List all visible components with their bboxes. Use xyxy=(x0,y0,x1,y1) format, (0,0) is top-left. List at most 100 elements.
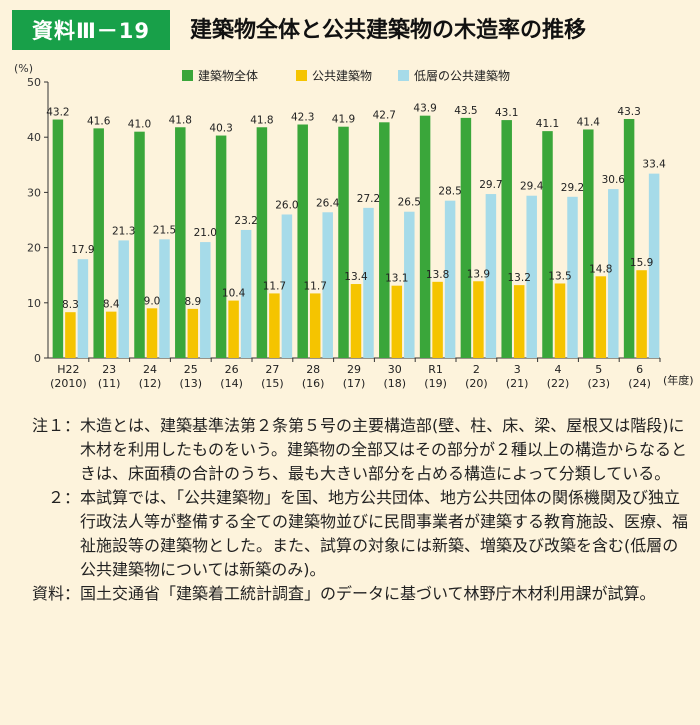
bar xyxy=(648,173,660,358)
data-label: 8.9 xyxy=(184,296,201,308)
x-tick-label: 24 xyxy=(143,363,157,376)
bar xyxy=(228,300,239,358)
bar xyxy=(542,131,553,358)
bar xyxy=(240,229,252,358)
bar xyxy=(105,311,117,358)
bar xyxy=(473,281,484,358)
data-label: 28.5 xyxy=(438,186,461,198)
bar xyxy=(93,128,104,358)
y-axis-unit: (%) xyxy=(14,62,33,75)
y-tick-label: 10 xyxy=(27,297,41,310)
data-label: 43.2 xyxy=(46,107,69,119)
x-tick-label: 3 xyxy=(514,363,521,376)
y-tick-label: 50 xyxy=(27,76,41,89)
bar xyxy=(485,194,497,358)
x-tick-label: 27 xyxy=(265,363,279,376)
x-tick-sublabel: (17) xyxy=(343,377,366,390)
bar xyxy=(636,270,647,358)
bar xyxy=(432,281,443,358)
bar xyxy=(379,122,390,359)
bar xyxy=(501,120,512,358)
note-text: 本試算では、「公共建築物」を国、地方公共団体、地方公共団体の関係機関及び独立行政… xyxy=(80,488,689,579)
data-label: 9.0 xyxy=(144,295,161,307)
bar xyxy=(419,115,431,358)
data-label: 41.8 xyxy=(250,114,273,126)
bar xyxy=(215,135,227,358)
data-label: 42.3 xyxy=(291,112,314,124)
bar xyxy=(554,283,566,358)
bar xyxy=(583,129,594,358)
data-label: 21.0 xyxy=(194,227,217,239)
data-label: 13.8 xyxy=(426,269,449,281)
data-label: 43.9 xyxy=(413,103,436,115)
legend-label: 低層の公共建築物 xyxy=(414,68,510,83)
bar xyxy=(567,196,578,358)
bar xyxy=(146,308,158,358)
data-label: 27.2 xyxy=(357,193,380,205)
data-label: 15.9 xyxy=(630,257,653,269)
data-label: 41.1 xyxy=(536,118,559,130)
x-tick-label: 23 xyxy=(102,363,116,376)
x-tick-label: 4 xyxy=(555,363,562,376)
data-label: 13.2 xyxy=(508,272,531,284)
data-label: 41.8 xyxy=(169,114,192,126)
data-label: 29.4 xyxy=(520,181,544,193)
bar xyxy=(338,126,349,358)
source-text: 国土交通省「建築着工統計調査」のデータに基づいて林野庁木材利用課が試算。 xyxy=(80,584,656,603)
bar xyxy=(52,119,64,358)
data-label: 41.9 xyxy=(332,114,355,126)
note-1: 注１： 木造とは、建築基準法第２条第５号の主要構造部(壁、柱、床、梁、屋根又は階… xyxy=(14,414,690,486)
bar xyxy=(200,242,211,358)
bar xyxy=(444,200,456,358)
data-label: 30.6 xyxy=(602,174,626,186)
legend-swatch xyxy=(296,70,307,81)
bar xyxy=(623,118,635,358)
note-label: 注１： xyxy=(31,416,80,435)
data-label: 41.4 xyxy=(577,116,601,128)
figure-number-badge: 資料Ⅲ－19 xyxy=(12,10,170,50)
bar xyxy=(513,285,525,358)
data-label: 13.4 xyxy=(344,271,368,283)
chart-title: 建築物全体と公共建築物の木造率の推移 xyxy=(190,18,587,43)
bar xyxy=(256,127,268,358)
legend-label: 公共建築物 xyxy=(312,68,372,83)
bar xyxy=(65,312,76,358)
x-tick-sublabel: (2010) xyxy=(50,377,87,390)
x-tick-label: 5 xyxy=(595,363,602,376)
x-tick-label: 6 xyxy=(636,363,643,376)
bar xyxy=(391,285,403,358)
y-tick-label: 30 xyxy=(27,186,41,199)
x-tick-sublabel: (13) xyxy=(180,377,203,390)
notes-section: 注１： 木造とは、建築基準法第２条第５号の主要構造部(壁、柱、床、梁、屋根又は階… xyxy=(14,414,690,606)
data-label: 21.3 xyxy=(112,225,135,237)
bar xyxy=(526,195,537,358)
data-label: 10.4 xyxy=(222,288,246,300)
note-text: 木造とは、建築基準法第２条第５号の主要構造部(壁、柱、床、梁、屋根又は階段)に木… xyxy=(80,416,688,483)
data-label: 13.5 xyxy=(548,270,571,282)
x-axis-unit: (年度) xyxy=(663,373,694,387)
bar xyxy=(595,276,607,358)
x-tick-sublabel: (23) xyxy=(588,377,611,390)
y-tick-label: 0 xyxy=(34,352,41,365)
legend-label: 建築物全体 xyxy=(198,68,258,83)
bar xyxy=(350,284,362,358)
bar xyxy=(159,239,170,358)
source-note: 資料： 国土交通省「建築着工統計調査」のデータに基づいて林野庁木材利用課が試算。 xyxy=(14,582,690,606)
bar xyxy=(281,214,293,358)
x-tick-sublabel: (12) xyxy=(139,377,162,390)
y-tick-label: 40 xyxy=(27,131,41,144)
x-tick-sublabel: (22) xyxy=(547,377,570,390)
x-tick-label: 2 xyxy=(473,363,480,376)
data-label: 41.0 xyxy=(128,119,151,131)
x-tick-sublabel: (24) xyxy=(628,377,651,390)
x-tick-label: 28 xyxy=(306,363,320,376)
bar xyxy=(118,240,129,358)
x-tick-sublabel: (18) xyxy=(384,377,407,390)
x-tick-label: 29 xyxy=(347,363,361,376)
x-tick-sublabel: (19) xyxy=(424,377,447,390)
data-label: 23.2 xyxy=(234,215,257,227)
bar xyxy=(297,124,308,358)
legend: 建築物全体 公共建築物 低層の公共建築物 xyxy=(182,68,510,83)
bar xyxy=(187,308,199,358)
